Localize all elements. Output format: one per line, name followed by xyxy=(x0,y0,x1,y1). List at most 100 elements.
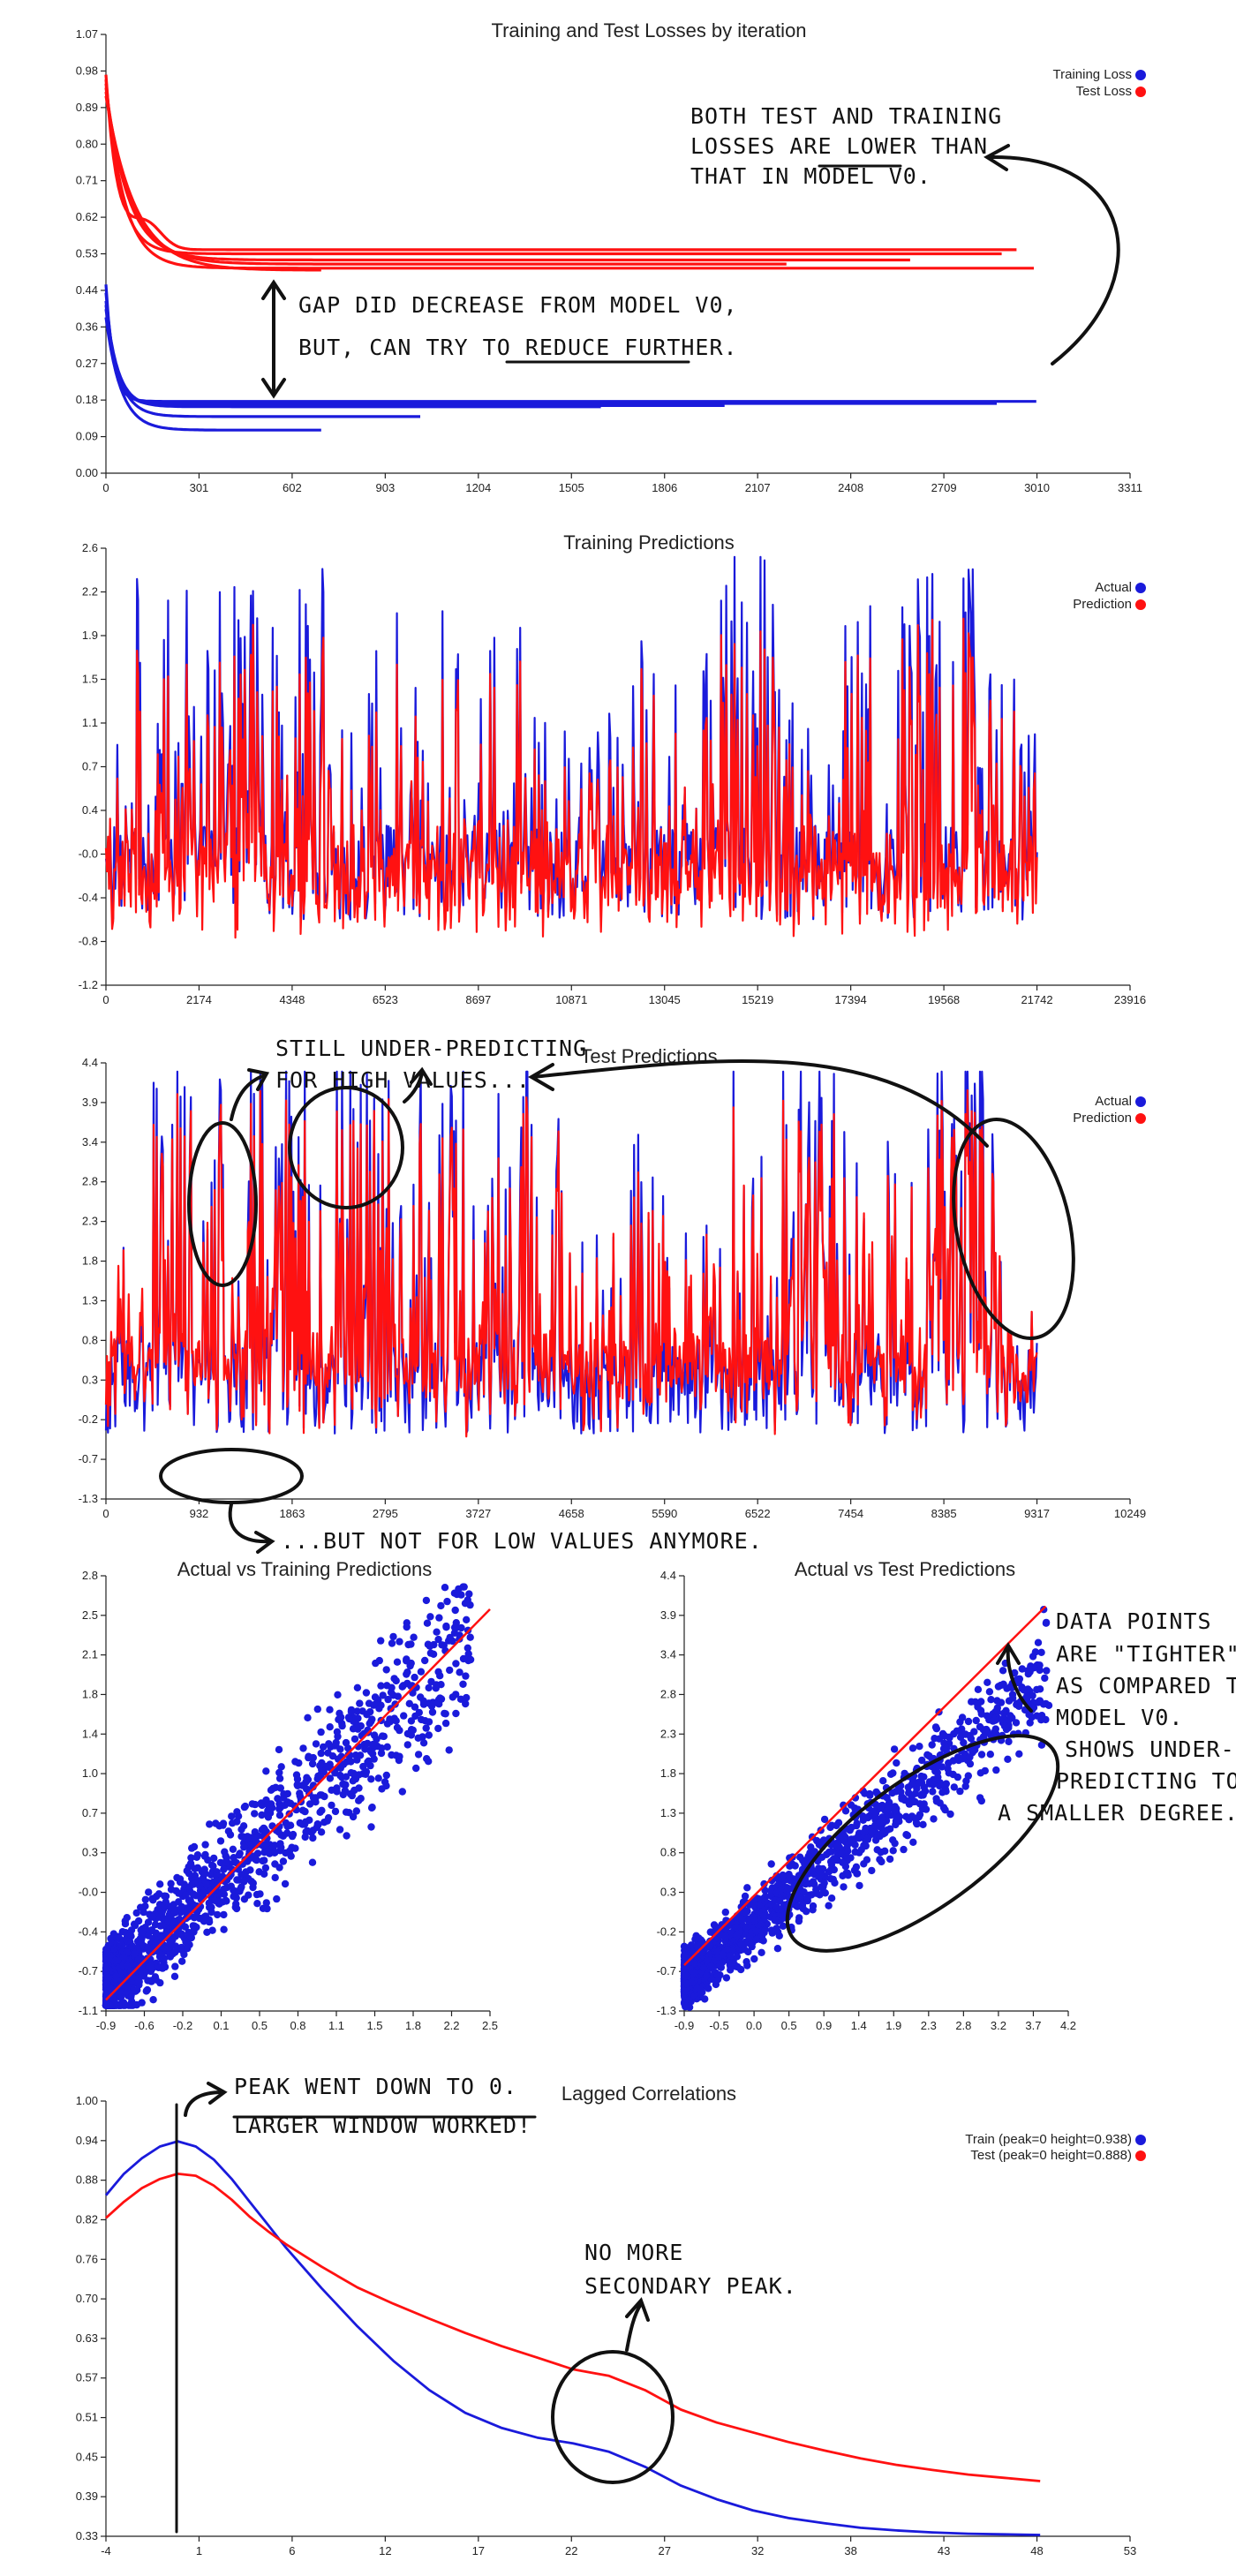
scatter-point xyxy=(317,1828,326,1836)
scatter-point xyxy=(795,1914,803,1922)
x-tick-label: 602 xyxy=(283,481,302,494)
scatter-point xyxy=(256,1890,264,1898)
scatter-point xyxy=(262,1796,270,1804)
y-tick-label: 0.4 xyxy=(82,803,98,817)
scatter-point xyxy=(175,1889,183,1897)
scatter-point xyxy=(201,1850,209,1859)
annotations: BOTH TEST AND TRAINING LOSSES ARE LOWER … xyxy=(159,103,1236,2534)
legend-test-loss: Test Loss xyxy=(1076,84,1132,99)
scatter-point xyxy=(145,1888,153,1896)
scatter-point xyxy=(860,1860,868,1868)
y-tick-label: 1.8 xyxy=(660,1766,676,1780)
training-loss-run-line xyxy=(104,284,1036,403)
scatter-point xyxy=(682,1954,690,1962)
scatter-point xyxy=(295,1759,303,1767)
note-losses-2-line2: BUT, CAN TRY TO REDUCE FURTHER. xyxy=(298,335,738,360)
x-tick-label: 0.0 xyxy=(746,2019,762,2032)
arrowhead-low-values xyxy=(254,1531,275,1554)
scatter-point xyxy=(954,1756,963,1765)
scatter-point xyxy=(847,1801,855,1809)
y-tick-label: 0.71 xyxy=(76,174,98,187)
scatter-point xyxy=(230,1854,237,1862)
scatter-point xyxy=(205,1917,214,1926)
scatter-point xyxy=(102,1980,111,1988)
scatter-point xyxy=(908,1744,917,1752)
x-tick-label: 5590 xyxy=(652,1507,677,1520)
lagged-axes: -4 1 6 12 17 22 27 32 38 43 48 53 0.33 0.39 0.45 0.51 0.… xyxy=(76,2094,1137,2557)
x-tick-label: 27 xyxy=(658,2544,670,2557)
scatter-point xyxy=(338,1721,346,1730)
scatter-point xyxy=(816,1891,824,1899)
arrow-losses-note xyxy=(987,154,1120,365)
scatter-point xyxy=(350,1774,359,1781)
scatter-point xyxy=(1004,1755,1012,1764)
scatter-point xyxy=(312,1740,320,1748)
scatter-point xyxy=(117,1993,125,2001)
y-tick-label: 0.3 xyxy=(660,1886,676,1899)
scatter-point xyxy=(929,1781,938,1789)
scatter-point xyxy=(362,1767,371,1776)
scatter-point xyxy=(827,1848,836,1856)
scatter-train-points xyxy=(102,1583,491,2009)
scatter-point xyxy=(305,1816,313,1824)
note-losses-1-line2: LOSSES ARE LOWER THAN xyxy=(690,133,988,159)
scatter-point xyxy=(147,1962,154,1970)
scatter-point xyxy=(742,1909,750,1917)
scatter-point xyxy=(226,1831,235,1839)
x-tick-label: 4658 xyxy=(559,1507,584,1520)
scatter-point xyxy=(214,1910,222,1919)
scatter-point xyxy=(262,1767,270,1775)
x-tick-label: 21742 xyxy=(1021,993,1052,1006)
scatter-point xyxy=(945,1759,953,1767)
scatter-point xyxy=(314,1820,322,1829)
legend-train-dot xyxy=(1135,2135,1146,2145)
scatter-point xyxy=(961,1782,969,1790)
scatter-point xyxy=(309,1753,317,1762)
scatter-point xyxy=(272,1783,280,1792)
x-tick-label: 1806 xyxy=(652,481,677,494)
scatter-point xyxy=(191,1872,200,1879)
loss-axes: 0 301 602 903 1204 1505 1806 2107 2408 2709 3010 33… xyxy=(76,27,1142,494)
scatter-point xyxy=(332,1742,340,1750)
scatter-train-chart: Actual vs Training Predictions -0.9 -0.6-… xyxy=(79,1558,498,2032)
prediction-series-line xyxy=(104,1088,1038,1438)
scatter-point xyxy=(956,1787,964,1796)
scatter-point xyxy=(750,1916,758,1924)
scatter-point xyxy=(201,1869,209,1878)
x-tick-label: 17394 xyxy=(835,993,867,1006)
scatter-point xyxy=(124,1937,132,1945)
scatter-point xyxy=(396,1638,403,1646)
circle-high-values-3 xyxy=(952,1118,1075,1340)
scatter-point xyxy=(296,1792,304,1800)
scatter-point xyxy=(727,1966,735,1974)
scatter-point xyxy=(403,1623,411,1631)
prediction-series-line xyxy=(104,617,1038,939)
scatter-point xyxy=(170,1904,177,1912)
note-test-1-line1: STILL UNDER-PREDICTING xyxy=(275,1036,587,1061)
scatter-point xyxy=(275,1768,283,1777)
scatter-point xyxy=(466,1655,475,1664)
x-tick-label: 9317 xyxy=(1024,1507,1050,1520)
train-pred-chart: Training Predictions 0 2174 4348 6523 8697 10… xyxy=(79,531,1146,1006)
train-pred-legend: Actual Prediction xyxy=(1073,580,1146,612)
scatter-point xyxy=(264,1848,273,1856)
scatter-point xyxy=(812,1886,820,1894)
gap-arrowhead-bottom xyxy=(261,378,286,399)
x-tick-label: 0.8 xyxy=(290,2019,305,2032)
scatter-point xyxy=(699,1964,708,1972)
y-tick-label: 2.8 xyxy=(660,1687,676,1700)
scatter-point xyxy=(465,1590,473,1598)
scatter-point xyxy=(293,1781,301,1789)
scatter-train-axes: -0.9 -0.6 -0.2 0.1 0.5 0.8 1.1 1.5 1.8 2.2 2.5 -1.1… xyxy=(79,1569,498,2032)
scatter-point xyxy=(981,1766,990,1775)
scatter-point xyxy=(291,1844,299,1852)
scatter-point xyxy=(889,1836,897,1844)
y-tick-label: 1.8 xyxy=(82,1687,98,1700)
scatter-point xyxy=(426,1642,434,1650)
y-tick-label: 1.4 xyxy=(82,1727,98,1740)
scatter-point xyxy=(878,1826,886,1834)
note-lag-2-line1: NO MORE xyxy=(584,2240,683,2265)
scatter-point xyxy=(171,1942,180,1950)
scatter-point xyxy=(185,1883,193,1891)
scatter-point xyxy=(118,1928,126,1936)
